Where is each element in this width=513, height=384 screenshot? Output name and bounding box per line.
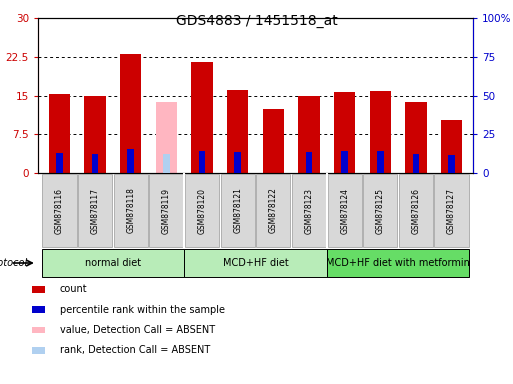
Bar xyxy=(263,109,284,173)
Text: GSM878127: GSM878127 xyxy=(447,187,456,233)
Text: GSM878121: GSM878121 xyxy=(233,187,242,233)
Bar xyxy=(292,174,326,247)
Bar xyxy=(42,174,76,247)
Bar xyxy=(184,248,327,277)
Bar xyxy=(128,149,134,173)
Bar xyxy=(56,153,63,173)
Bar xyxy=(298,96,320,173)
Text: MCD+HF diet: MCD+HF diet xyxy=(223,258,288,268)
Bar xyxy=(441,120,462,173)
Text: GSM878116: GSM878116 xyxy=(55,187,64,233)
Bar xyxy=(32,306,45,313)
Bar xyxy=(369,91,391,173)
Text: GSM878120: GSM878120 xyxy=(198,187,207,233)
Text: GSM878126: GSM878126 xyxy=(411,187,421,233)
Bar xyxy=(405,102,427,173)
Bar xyxy=(199,151,205,173)
Text: count: count xyxy=(60,285,88,295)
Bar xyxy=(149,174,184,247)
Bar xyxy=(377,151,384,173)
Bar xyxy=(363,174,398,247)
Bar xyxy=(399,174,433,247)
Bar xyxy=(92,154,98,173)
Bar xyxy=(42,248,184,277)
Text: GSM878122: GSM878122 xyxy=(269,187,278,233)
Text: GSM878117: GSM878117 xyxy=(91,187,100,233)
Text: GSM878118: GSM878118 xyxy=(126,187,135,233)
Text: protocol: protocol xyxy=(0,258,28,268)
Text: value, Detection Call = ABSENT: value, Detection Call = ABSENT xyxy=(60,325,215,335)
Bar xyxy=(334,92,356,173)
Bar xyxy=(163,154,170,173)
Bar xyxy=(120,54,142,173)
Bar xyxy=(185,174,219,247)
Bar xyxy=(32,347,45,354)
Bar xyxy=(435,174,469,247)
Bar xyxy=(84,96,106,173)
Bar xyxy=(306,152,312,173)
Text: GSM878119: GSM878119 xyxy=(162,187,171,233)
Text: GSM878124: GSM878124 xyxy=(340,187,349,233)
Bar xyxy=(327,248,469,277)
Bar xyxy=(342,151,348,173)
Bar xyxy=(78,174,112,247)
Text: percentile rank within the sample: percentile rank within the sample xyxy=(60,305,225,315)
Bar xyxy=(191,62,213,173)
Bar xyxy=(413,154,419,173)
Bar xyxy=(32,286,45,293)
Bar xyxy=(113,174,148,247)
Bar xyxy=(49,94,70,173)
Text: rank, Detection Call = ABSENT: rank, Detection Call = ABSENT xyxy=(60,345,210,355)
Text: normal diet: normal diet xyxy=(85,258,141,268)
Bar xyxy=(327,174,362,247)
Bar xyxy=(32,327,45,333)
Text: GDS4883 / 1451518_at: GDS4883 / 1451518_at xyxy=(175,14,338,28)
Text: MCD+HF diet with metformin: MCD+HF diet with metformin xyxy=(326,258,470,268)
Bar xyxy=(155,102,177,173)
Bar xyxy=(227,90,248,173)
Bar xyxy=(256,174,290,247)
Bar xyxy=(448,155,455,173)
Bar xyxy=(221,174,255,247)
Bar xyxy=(234,152,241,173)
Text: GSM878125: GSM878125 xyxy=(376,187,385,233)
Text: GSM878123: GSM878123 xyxy=(305,187,313,233)
